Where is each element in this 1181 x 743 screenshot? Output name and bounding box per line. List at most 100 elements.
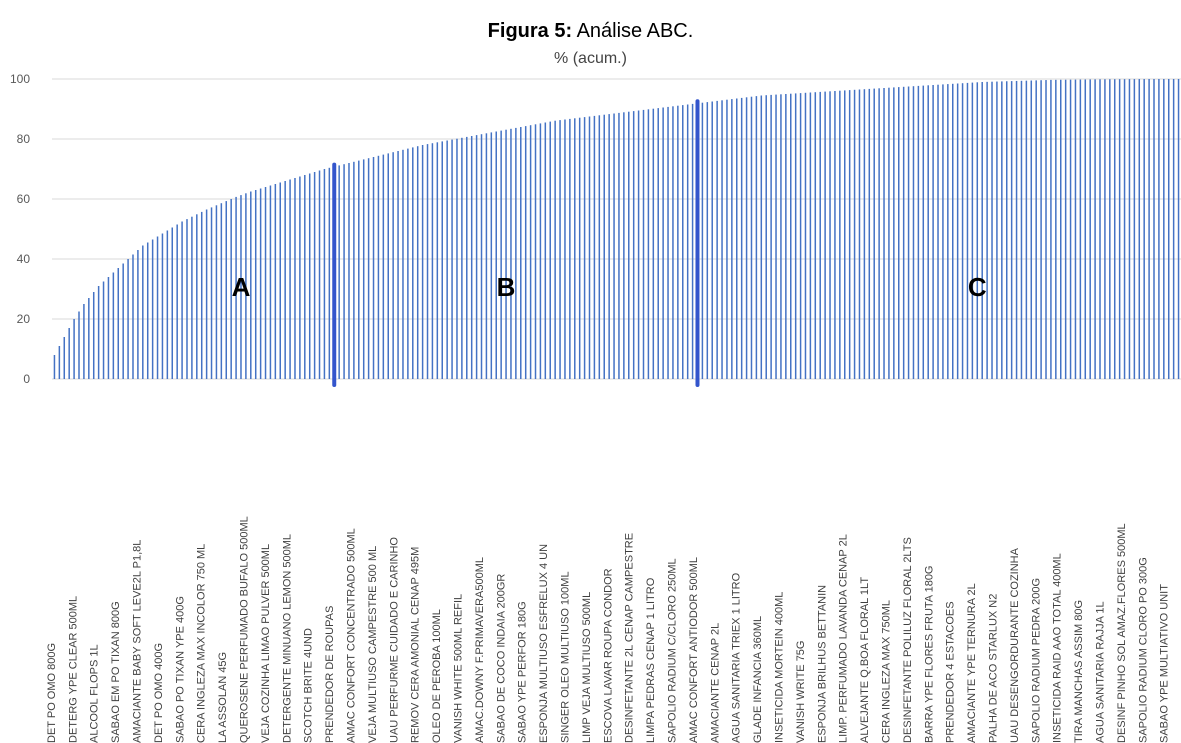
bar (603, 114, 605, 379)
bar (1059, 79, 1062, 379)
bar (1143, 79, 1145, 379)
bar (971, 82, 974, 379)
y-tick-labels: 0 20 40 60 80 100 (10, 72, 30, 386)
bar (1094, 79, 1096, 380)
bar (215, 205, 218, 379)
bar (1001, 81, 1003, 380)
bar (313, 172, 316, 379)
bar (618, 112, 620, 380)
bar (721, 100, 723, 380)
bar (68, 328, 70, 379)
bar (844, 90, 846, 380)
region-label: B (497, 272, 516, 302)
bar (308, 173, 311, 379)
x-tick-label: LIMPA PEDRAS CENAP 1 LITRO (645, 577, 657, 743)
bar (554, 120, 556, 379)
bar (1123, 79, 1126, 380)
bar (485, 133, 488, 379)
bar (431, 143, 434, 379)
bar (1069, 79, 1072, 379)
bar (814, 92, 817, 379)
bar (245, 193, 247, 379)
bar (235, 196, 237, 379)
bar (102, 281, 105, 379)
bar (1158, 79, 1160, 379)
bar (171, 227, 174, 379)
bar (1079, 79, 1082, 379)
bar (981, 82, 983, 379)
bar (328, 167, 331, 379)
x-tick-label: VANISH WHITE 500ML REFIL (453, 594, 465, 743)
bar (382, 154, 385, 379)
bar (436, 142, 439, 379)
bar (220, 203, 223, 379)
bar (156, 236, 159, 379)
x-tick-label: AMACIANTE CENAP 2L (709, 623, 721, 743)
bar (996, 81, 998, 380)
region-label: A (232, 272, 251, 302)
bar (775, 94, 777, 379)
x-tick-label: LIMP VEJA MULTIUSO 500ML (581, 592, 593, 743)
bar (78, 311, 80, 379)
x-tick-label: SCOTCH BRITE 4UND (303, 628, 315, 743)
bar (873, 88, 875, 379)
bar (1099, 79, 1101, 380)
figure-caption-label: Figura 5: (487, 20, 573, 42)
x-tick-label: QUEROSENE PERFUMADO BUFALO 500ML (239, 516, 251, 743)
bar (932, 85, 934, 379)
bar (1104, 79, 1106, 380)
bar (254, 190, 257, 379)
bar (1172, 79, 1175, 379)
bar (1045, 80, 1047, 380)
bar (421, 145, 424, 379)
bar (578, 117, 581, 379)
bar (1167, 79, 1170, 379)
bar (564, 119, 566, 379)
bar (230, 199, 232, 379)
bar (323, 169, 326, 379)
bar (529, 125, 532, 379)
x-tick-label: DET PO OMO 400G (153, 643, 165, 743)
bar (166, 230, 169, 379)
bar (196, 214, 198, 379)
bar (58, 346, 61, 379)
bar (142, 245, 144, 379)
x-tick-label: VEJA COZINHA LIMAO PULVER 500ML (260, 544, 272, 743)
bar (151, 239, 154, 379)
bar (348, 163, 350, 379)
y-tick-label: 100 (10, 72, 30, 86)
bar (338, 165, 340, 379)
bar (402, 149, 404, 379)
bar (1153, 79, 1155, 379)
bar (475, 135, 478, 379)
bar (716, 100, 718, 380)
bar (961, 83, 964, 379)
bar (88, 298, 90, 379)
x-tick-label: REMOV CERA AMONIAL CENAP 495M (410, 547, 422, 743)
x-tick-label: DET PO OMO 800G (46, 643, 58, 743)
bar (858, 89, 861, 379)
bar (853, 89, 856, 380)
bar (397, 151, 399, 379)
bar (1005, 81, 1008, 379)
bar (279, 182, 281, 379)
bar (534, 124, 537, 379)
bar (799, 93, 802, 379)
bar (686, 104, 689, 379)
x-tick-label: VANISH WRITE 75G (795, 641, 807, 743)
bar (161, 233, 164, 379)
bar (927, 85, 929, 380)
bar (505, 129, 507, 379)
x-tick-label: PALHA DE ACO STARLUX N2 (988, 594, 1000, 743)
bar (917, 85, 920, 380)
x-tick-label: PRENDEDOR 4 ESTACOES (945, 601, 957, 743)
bar (893, 87, 895, 380)
bar (73, 319, 75, 379)
x-tick-label: TIRA MANCHAS ASSIM 80G (1073, 600, 1085, 743)
bar (1050, 79, 1052, 380)
bar (632, 111, 635, 379)
bar (574, 118, 576, 380)
bar (466, 136, 468, 379)
bar (83, 304, 85, 379)
bar (765, 95, 767, 379)
